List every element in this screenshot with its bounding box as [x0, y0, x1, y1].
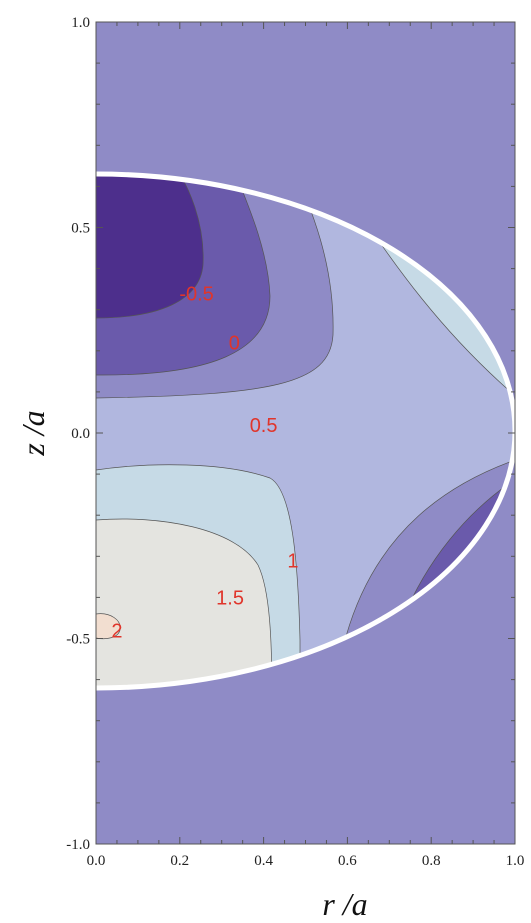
x-tick-label: 0.0 — [87, 853, 106, 869]
y-tick-label: -0.5 — [66, 632, 90, 648]
y-axis-title: z /a — [15, 410, 51, 456]
contour-label: 0.5 — [250, 415, 278, 437]
x-axis-title: r /a — [322, 886, 367, 922]
contour-label: 0 — [229, 333, 240, 355]
contour-label: 1 — [287, 550, 298, 572]
y-tick-label: 1.0 — [71, 15, 90, 31]
contour-label: 2 — [111, 620, 122, 642]
y-tick-label: 0.5 — [71, 221, 90, 237]
y-tick-label: -1.0 — [66, 837, 90, 853]
contour-label: 1.5 — [216, 587, 244, 609]
x-tick-label: 1.0 — [506, 853, 525, 869]
x-tick-label: 0.4 — [254, 853, 273, 869]
x-tick-label: 0.6 — [338, 853, 357, 869]
tick-labels: 0.0 0.2 0.4 0.6 0.8 1.0 1.0 0.5 0.0 -0.5 -1.0 — [66, 15, 524, 869]
x-tick-label: 0.2 — [170, 853, 189, 869]
axis-ticks — [95, 21, 516, 845]
y-tick-label: 0.0 — [71, 426, 90, 442]
x-tick-label: 0.8 — [422, 853, 441, 869]
contour-labels: -0.5 0 0.5 1 1.5 2 — [111, 283, 298, 642]
contour-label: -0.5 — [179, 283, 213, 305]
ellipse-boundary — [96, 171, 515, 691]
